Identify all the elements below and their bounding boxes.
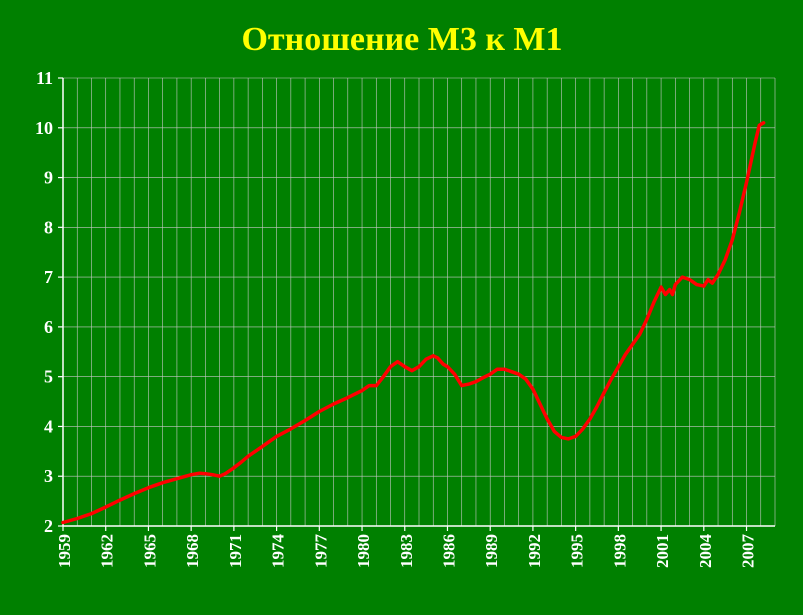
y-tick-label: 6	[44, 317, 53, 337]
x-tick-labels: 1959 1962 1965 1968 1971 1974 1977 1980 1983 1986…	[55, 534, 758, 569]
series-layer	[61, 121, 766, 525]
grid	[62, 77, 776, 527]
x-tick-label: 1986	[439, 534, 458, 568]
y-tick-label: 4	[44, 416, 53, 436]
chart-title: Отношение М3 к М1	[241, 21, 562, 58]
x-tick-label: 2007	[739, 534, 758, 569]
x-tick-label: 1995	[568, 534, 587, 568]
axes	[58, 77, 775, 531]
x-tick-label: 1998	[610, 534, 629, 568]
x-tick-label: 1992	[525, 534, 544, 568]
x-tick-label: 1968	[183, 534, 202, 568]
x-tick-label: 1974	[269, 534, 288, 569]
x-tick-label: 1980	[354, 534, 373, 568]
y-tick-label: 9	[44, 168, 53, 188]
x-tick-label: 1971	[226, 534, 245, 568]
y-tick-label: 8	[44, 217, 53, 237]
y-tick-label: 2	[44, 516, 53, 536]
x-tick-label: 1977	[311, 534, 330, 569]
y-tick-labels: 2 3 4 5 6 7 8 9 10 11	[35, 68, 53, 536]
x-tick-label: 1965	[140, 534, 159, 568]
y-tick-label: 10	[35, 118, 53, 138]
x-tick-label: 1959	[55, 534, 74, 568]
x-tick-label: 2001	[653, 534, 672, 568]
y-tick-label: 7	[44, 267, 53, 287]
y-tick-label: 11	[36, 68, 53, 88]
x-tick-label: 1983	[397, 534, 416, 568]
x-tick-label: 1962	[98, 534, 117, 568]
x-tick-label: 2004	[696, 534, 715, 569]
x-tick-label: 1989	[482, 534, 501, 568]
y-tick-label: 3	[44, 466, 53, 486]
series-line	[61, 121, 766, 525]
y-tick-label: 5	[44, 367, 53, 387]
